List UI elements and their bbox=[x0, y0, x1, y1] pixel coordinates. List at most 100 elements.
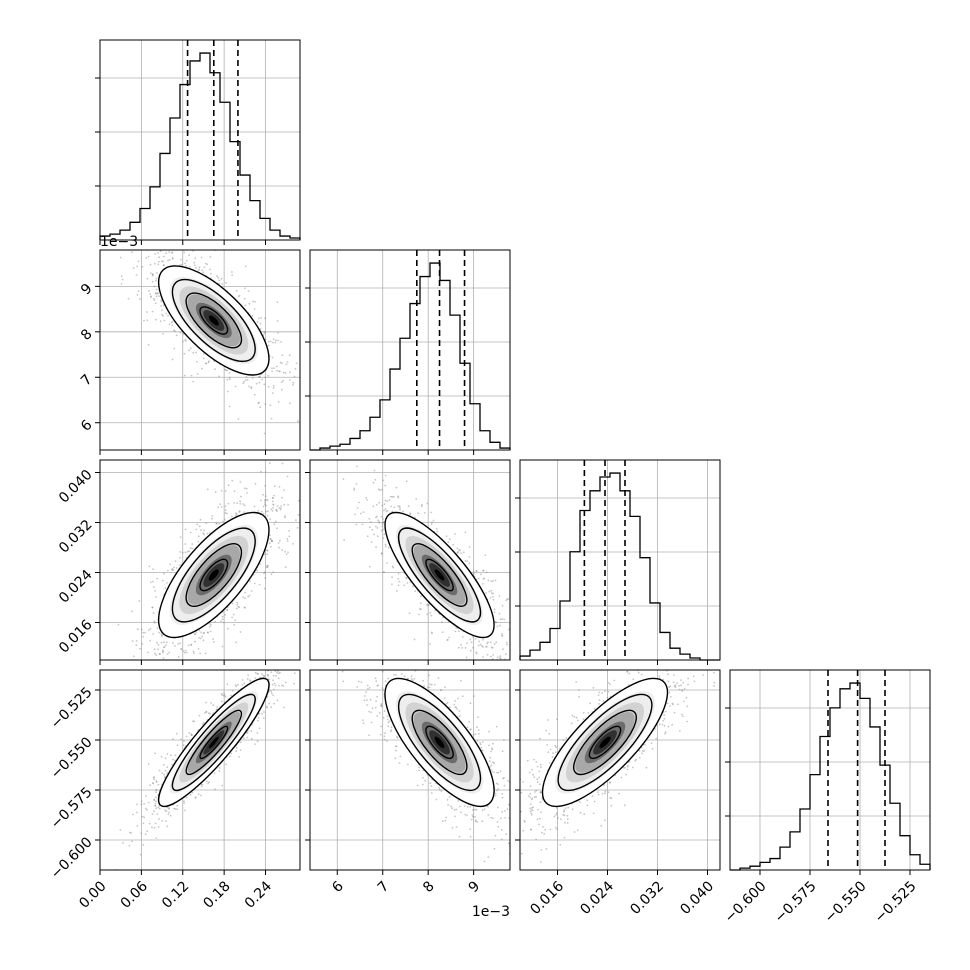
scatter-point bbox=[215, 523, 218, 525]
scatter-point bbox=[111, 684, 113, 686]
scatter-point bbox=[239, 741, 242, 744]
scatter-point bbox=[363, 665, 365, 667]
scatter-point bbox=[308, 407, 310, 409]
scatter-point bbox=[496, 625, 499, 628]
scatter-point bbox=[272, 341, 274, 344]
scatter-point bbox=[220, 692, 223, 695]
scatter-point bbox=[209, 256, 212, 258]
scatter-point bbox=[152, 568, 155, 571]
scatter-point bbox=[157, 668, 159, 670]
scatter-point bbox=[175, 334, 178, 337]
scatter-point bbox=[463, 805, 466, 807]
scatter-point bbox=[270, 545, 272, 548]
scatter-point bbox=[225, 763, 228, 766]
scatter-point bbox=[144, 696, 146, 698]
scatter-point bbox=[492, 817, 494, 820]
scatter-point bbox=[289, 379, 291, 381]
scatter-point bbox=[171, 257, 174, 259]
scatter-point bbox=[274, 666, 276, 668]
scatter-point bbox=[323, 397, 325, 399]
scatter-point bbox=[158, 653, 161, 656]
scatter-point bbox=[279, 370, 281, 373]
scatter-point bbox=[148, 822, 151, 825]
scatter-point bbox=[382, 520, 385, 523]
scatter-point bbox=[172, 569, 175, 572]
scatter-point bbox=[246, 736, 249, 739]
scatter-point bbox=[466, 560, 469, 562]
scatter-point bbox=[263, 587, 266, 590]
scatter-point bbox=[355, 483, 358, 485]
contour-0-2 bbox=[171, 278, 256, 363]
scatter-point bbox=[154, 802, 157, 805]
scatter-point bbox=[440, 621, 443, 624]
scatter-point bbox=[206, 532, 209, 535]
scatter-point bbox=[163, 773, 166, 776]
scatter-point bbox=[498, 612, 501, 615]
scatter-point bbox=[495, 621, 497, 624]
scatter-point bbox=[422, 679, 424, 682]
histogram-panel-1 bbox=[305, 249, 511, 451]
scatter-point bbox=[475, 570, 478, 573]
scatter-point bbox=[482, 569, 485, 572]
scatter-point bbox=[171, 568, 174, 571]
scatter-point bbox=[191, 543, 194, 545]
scatter-point bbox=[218, 767, 221, 769]
scatter-point bbox=[215, 522, 218, 524]
scatter-point bbox=[380, 552, 383, 555]
scatter-point bbox=[456, 547, 459, 550]
scatter-point bbox=[491, 658, 494, 660]
scatter-point bbox=[191, 734, 194, 736]
scatter-point bbox=[504, 653, 507, 656]
scatter-point bbox=[284, 665, 286, 667]
scatter-point bbox=[197, 540, 200, 543]
scatter-point bbox=[195, 351, 197, 354]
scatter-point bbox=[266, 566, 269, 569]
scatter-point bbox=[195, 266, 198, 269]
scatter-point bbox=[220, 620, 223, 623]
scatter-point bbox=[397, 495, 399, 498]
scatter-point bbox=[270, 573, 273, 576]
scatter-point bbox=[152, 633, 155, 635]
scatter-point bbox=[266, 549, 269, 552]
scatter-point bbox=[171, 358, 174, 361]
scatter-point bbox=[151, 813, 154, 815]
scatter-point bbox=[311, 403, 313, 405]
scatter-point bbox=[258, 657, 260, 659]
scatter-point bbox=[418, 769, 420, 772]
scatter-point bbox=[380, 515, 383, 518]
scatter-point bbox=[277, 672, 280, 675]
scatter-point bbox=[158, 652, 161, 655]
scatter-point bbox=[162, 264, 165, 267]
scatter-point bbox=[199, 794, 202, 797]
scatter-point bbox=[146, 319, 149, 322]
scatter-point bbox=[244, 287, 246, 290]
scatter-point bbox=[155, 318, 157, 321]
scatter-point bbox=[283, 489, 285, 491]
scatter-point bbox=[183, 800, 185, 803]
scatter-point bbox=[250, 387, 253, 389]
scatter-point bbox=[176, 661, 178, 663]
scatter-point bbox=[180, 667, 182, 669]
scatter-point bbox=[185, 796, 188, 799]
scatter-point bbox=[158, 805, 161, 807]
scatter-point bbox=[264, 317, 266, 320]
scatter-point bbox=[239, 481, 242, 483]
scatter-point bbox=[226, 390, 229, 393]
scatter-point bbox=[165, 252, 168, 255]
scatter-point bbox=[391, 583, 393, 586]
scatter-point bbox=[368, 565, 371, 568]
scatter-point bbox=[513, 686, 515, 688]
scatter-point bbox=[268, 462, 271, 465]
scatter-point bbox=[378, 520, 381, 523]
scatter-point bbox=[262, 674, 265, 677]
scatter-point bbox=[273, 702, 275, 705]
scatter-point bbox=[196, 360, 198, 363]
scatter-point bbox=[153, 241, 155, 243]
scatter-point bbox=[183, 352, 186, 355]
scatter-point bbox=[244, 265, 247, 268]
scatter-point bbox=[286, 540, 289, 542]
scatter-point bbox=[174, 645, 176, 647]
scatter-point bbox=[242, 737, 245, 740]
scatter-point bbox=[305, 469, 307, 471]
scatter-point bbox=[183, 251, 186, 254]
